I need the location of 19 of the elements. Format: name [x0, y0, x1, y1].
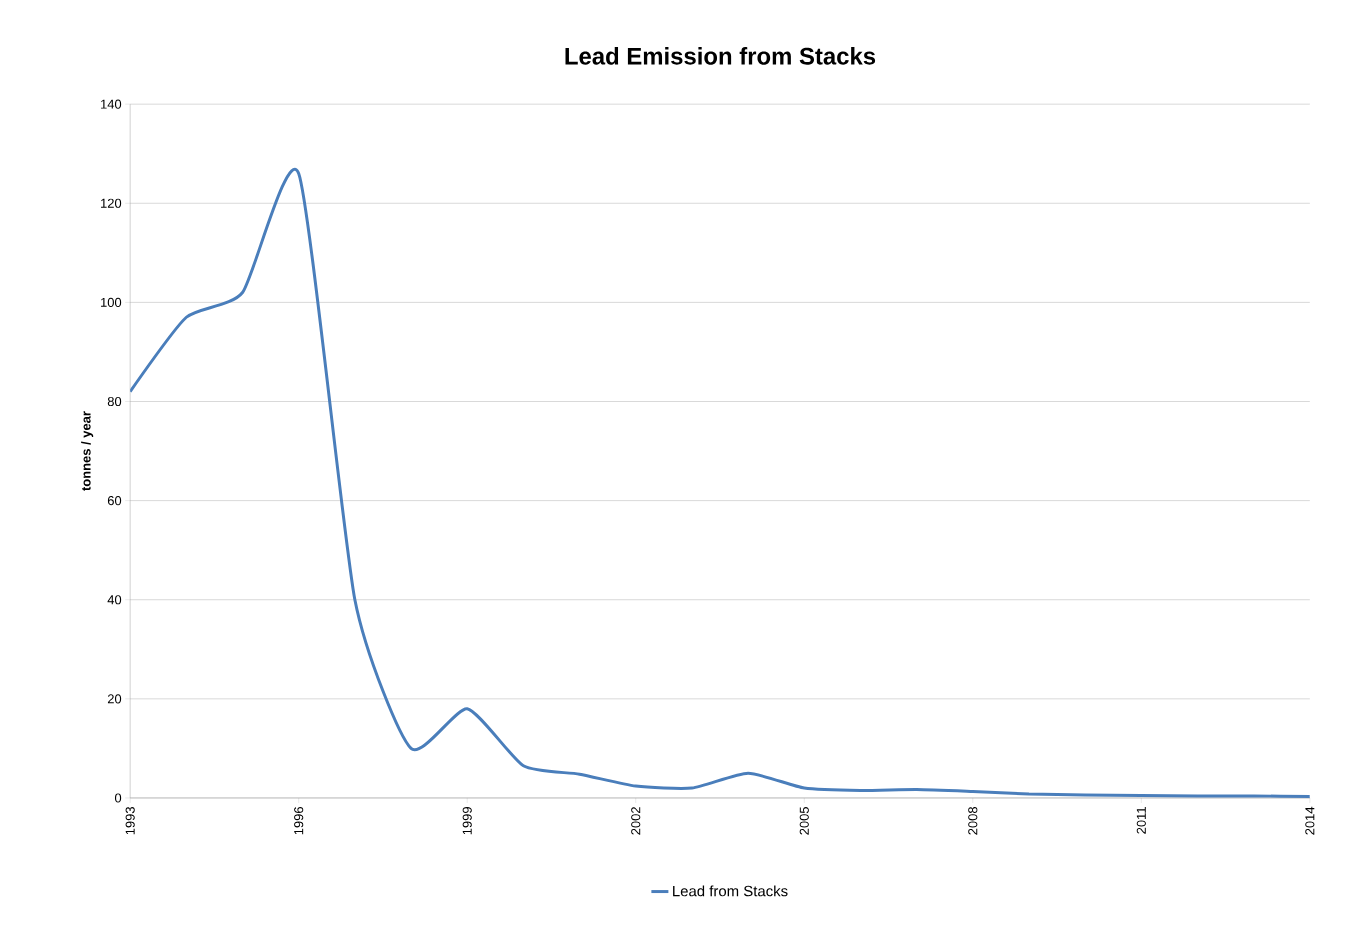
x-tick-label: 2002 — [631, 807, 641, 835]
y-axis-title: tonnes / year — [81, 411, 94, 491]
x-tick-label: 1993 — [125, 806, 135, 835]
x-tick-label: 2005 — [799, 806, 809, 835]
y-tick-label: 120 — [101, 198, 122, 208]
legend-label: Lead from Stacks — [673, 885, 788, 897]
y-tick-label: 80 — [107, 396, 122, 407]
x-tick-label: 1996 — [294, 806, 304, 835]
x-tick-label: 2011 — [1136, 807, 1146, 834]
y-tick-label: 40 — [107, 595, 122, 605]
y-tick-label: 0 — [114, 793, 122, 803]
y-tick-label: 100 — [101, 297, 122, 307]
x-tick-label: 2014 — [1305, 806, 1315, 835]
y-tick-label: 20 — [107, 694, 122, 704]
chart-title: Lead Emission from Stacks — [565, 47, 876, 65]
y-tick-label: 140 — [101, 99, 122, 109]
x-tick-label: 2008 — [968, 806, 978, 835]
x-tick-label: 1999 — [462, 807, 472, 835]
y-tick-label: 60 — [107, 495, 122, 506]
